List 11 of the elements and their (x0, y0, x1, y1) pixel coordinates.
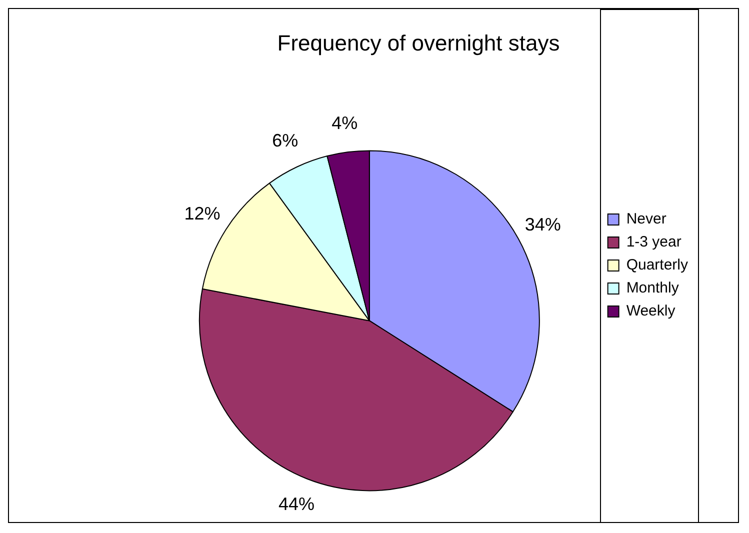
data-label: 34% (524, 214, 561, 234)
data-label: 44% (278, 494, 315, 514)
legend-label: 1-3 year (626, 234, 682, 251)
legend-label: Monthly (626, 280, 680, 297)
legend-label: Weekly (626, 302, 676, 320)
data-label: 12% (184, 204, 220, 224)
chart-title: Frequency of overnight stays (277, 30, 560, 56)
legend-label: Never (626, 210, 666, 228)
legend-label: Quarterly (626, 256, 688, 274)
data-label: 6% (272, 130, 298, 151)
data-label: 4% (332, 113, 358, 134)
